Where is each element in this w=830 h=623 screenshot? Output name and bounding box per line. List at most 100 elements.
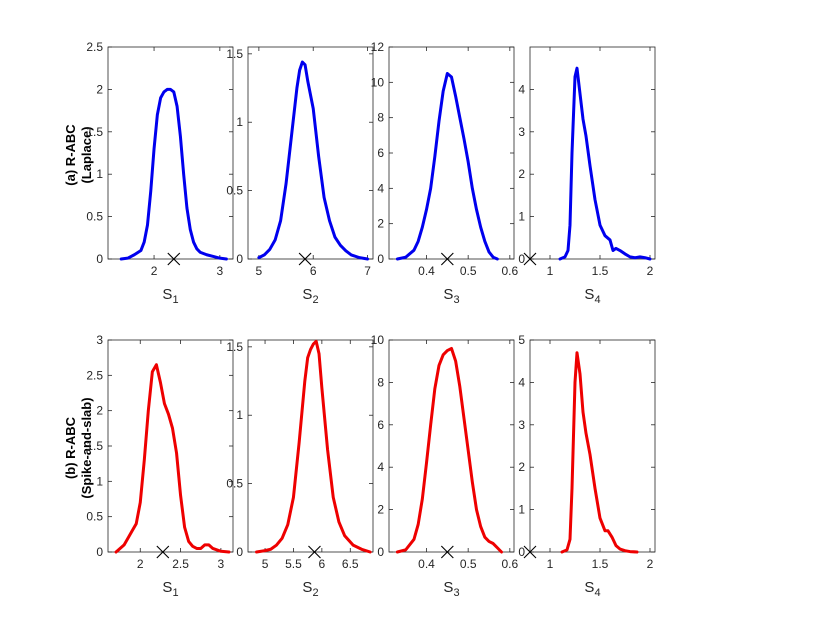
true-value-marker — [298, 252, 312, 266]
y-tick-label: 0.5 — [226, 184, 243, 198]
y-tick-label: 1.5 — [226, 47, 243, 61]
x-axis-label: S3 — [443, 286, 459, 306]
x-axis-label: S4 — [584, 286, 600, 306]
axes-frame — [247, 339, 374, 553]
subplot-r2-c1: 2 2.5 3 0 0.5 1 1.5 2 2.5 3 S1 — [86, 333, 234, 599]
x-tick-label: 2.5 — [172, 557, 189, 571]
y-tick-label: 10 — [371, 75, 385, 89]
true-value-marker — [523, 252, 537, 266]
y-tick-label: 3 — [518, 418, 525, 432]
true-value-marker — [167, 252, 181, 266]
x-tick-label: 0.6 — [501, 264, 518, 278]
x-tick-label: 5 — [256, 264, 263, 278]
axes-frame — [107, 339, 234, 553]
y-tick-label: 4 — [377, 460, 384, 474]
y-tick-label: 0.5 — [86, 210, 103, 224]
density-line — [255, 339, 372, 554]
x-axis-label-subscript: 1 — [172, 587, 178, 599]
y-tick-label: 2 — [377, 217, 384, 231]
x-axis-label-subscript: 2 — [312, 587, 318, 599]
row-label-laplace: (a) R-ABC (Laplace) — [63, 124, 94, 186]
y-tick-label: 3 — [96, 333, 103, 347]
y-tick-label: 2 — [377, 503, 384, 517]
axes-frame — [107, 46, 234, 260]
y-tick-label: 2.5 — [86, 368, 103, 382]
x-axis-label: S2 — [302, 286, 318, 306]
y-tick-label: 12 — [371, 40, 385, 54]
y-tick-label: 1 — [518, 210, 525, 224]
x-tick-label: 1.5 — [592, 557, 609, 571]
y-tick-label: 1 — [96, 167, 103, 181]
y-tick-label: 0 — [518, 252, 525, 266]
x-tick-label: 3 — [216, 264, 223, 278]
y-tick-label: 4 — [377, 181, 384, 195]
x-tick-label: 7 — [364, 264, 371, 278]
y-tick-label: 4 — [518, 82, 525, 96]
y-tick-label: 2 — [96, 404, 103, 418]
y-tick-label: 0 — [236, 252, 243, 266]
x-tick-label: 1 — [547, 557, 554, 571]
y-tick-label: 8 — [377, 375, 384, 389]
x-axis-label-subscript: 1 — [172, 294, 178, 306]
true-value-marker — [308, 545, 321, 559]
y-tick-label: 1 — [96, 474, 103, 488]
axes-frame — [247, 46, 374, 260]
y-tick-label: 5 — [518, 333, 525, 347]
density-line — [257, 60, 370, 261]
marker-stroke — [156, 545, 170, 559]
y-tick-label: 0 — [236, 545, 243, 559]
x-tick-label: 2 — [647, 264, 654, 278]
y-tick-label: 1 — [236, 408, 243, 422]
density-line — [560, 351, 639, 554]
x-tick-label: 2 — [137, 557, 144, 571]
subplot-r1-c2: 5 6 7 0 0.5 1 1.5 S2 — [226, 46, 374, 306]
x-tick-label: 3 — [218, 557, 225, 571]
subplot-r2-c2: 5 5.5 6 6.5 0 0.5 1 1.5 S2 — [226, 339, 374, 599]
x-axis-label-subscript: 4 — [594, 294, 600, 306]
marker-stroke — [167, 252, 181, 266]
x-axis-label-subscript: 2 — [312, 294, 318, 306]
x-tick-label: 0.4 — [418, 264, 435, 278]
marker-stroke — [523, 545, 537, 559]
density-line — [114, 363, 231, 554]
true-value-marker — [440, 545, 454, 559]
y-tick-label: 3 — [518, 125, 525, 139]
row-label-spike-and-slab: (b) R-ABC (Spike-and-slab) — [63, 397, 94, 498]
x-axis-label: S3 — [443, 579, 459, 599]
y-tick-label: 2 — [96, 82, 103, 96]
x-axis-label: S1 — [162, 579, 178, 599]
density-line — [395, 72, 499, 261]
row-label-spike-and-slab-line1: (b) R-ABC — [63, 416, 78, 479]
x-tick-label: 5 — [262, 557, 269, 571]
marker-stroke — [440, 252, 454, 266]
x-tick-label: 0.5 — [460, 557, 477, 571]
y-tick-label: 0 — [377, 252, 384, 266]
subplot-r1-c1: 2 3 0 0.5 1 1.5 2 2.5 S1 — [86, 40, 234, 306]
y-tick-label: 0.5 — [86, 510, 103, 524]
y-tick-label: 0 — [96, 545, 103, 559]
x-axis-label: S4 — [584, 579, 600, 599]
subplot-r2-c3: 0.4 0.5 0.6 0 2 4 6 8 10 S3 — [371, 333, 519, 599]
marker-stroke — [308, 545, 321, 559]
marker-stroke — [298, 252, 312, 266]
x-tick-label: 6 — [319, 557, 326, 571]
y-tick-label: 2 — [518, 167, 525, 181]
x-axis-label: S1 — [162, 286, 178, 306]
true-value-marker — [156, 545, 170, 559]
x-axis-label-subscript: 3 — [453, 294, 459, 306]
marker-stroke — [440, 545, 454, 559]
y-tick-label: 1.5 — [86, 125, 103, 139]
x-axis-label-subscript: 4 — [594, 587, 600, 599]
axes-frame — [388, 339, 515, 553]
x-tick-label: 2 — [151, 264, 158, 278]
y-tick-label: 6 — [377, 418, 384, 432]
y-tick-label: 6 — [377, 146, 384, 160]
y-tick-label: 10 — [371, 333, 385, 347]
density-line — [119, 87, 228, 261]
density-line — [558, 66, 652, 261]
x-tick-label: 0.5 — [460, 264, 477, 278]
true-value-marker — [523, 545, 537, 559]
x-tick-label: 0.6 — [501, 557, 518, 571]
axes-frame — [529, 46, 656, 260]
